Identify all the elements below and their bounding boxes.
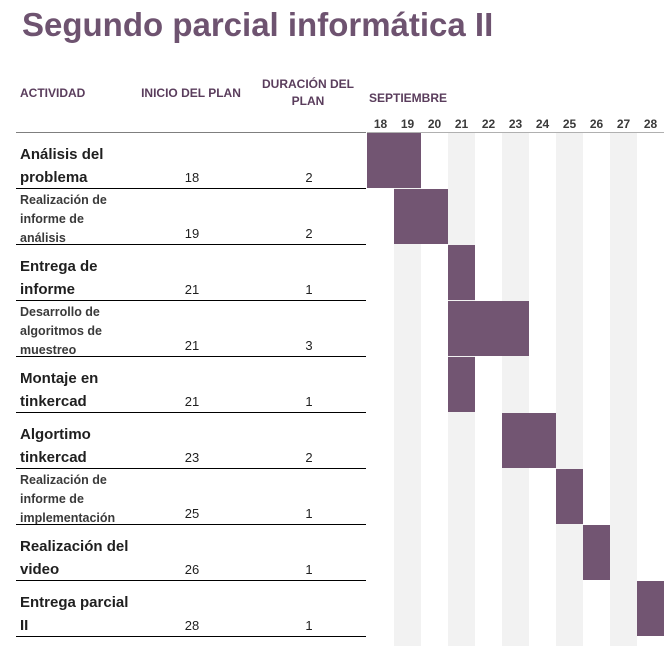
task-start: 21	[184, 394, 200, 409]
task-bar	[394, 189, 448, 244]
day-label-25: 25	[562, 117, 577, 131]
task-bar	[556, 469, 583, 524]
task-start: 23	[184, 450, 200, 465]
day-stripe	[610, 133, 637, 646]
task-name: Realización de informe de análisis	[20, 193, 107, 245]
row-divider	[16, 412, 366, 413]
task-start: 25	[184, 506, 200, 521]
row-divider	[16, 468, 366, 469]
header-divider	[16, 132, 366, 133]
task-bar	[367, 133, 421, 188]
days-divider	[367, 132, 664, 133]
day-stripe	[502, 133, 529, 646]
task-bar	[448, 301, 529, 356]
row-divider	[16, 356, 366, 357]
day-label-22: 22	[481, 117, 496, 131]
day-label-28: 28	[643, 117, 658, 131]
task-duration: 2	[305, 226, 313, 241]
task-start: 28	[184, 618, 200, 633]
day-label-20: 20	[427, 117, 442, 131]
task-name: Realización de informe de implementación	[20, 473, 116, 525]
task-start: 21	[184, 282, 200, 297]
task-name: Análisis del problema	[20, 146, 104, 186]
day-stripe	[556, 133, 583, 646]
task-duration: 3	[305, 338, 313, 353]
page-title: Segundo parcial informática II	[22, 6, 494, 43]
task-name: Algortimo tinkercad	[20, 426, 91, 466]
header-activity: ACTIVIDAD	[20, 86, 86, 100]
task-name: Desarrollo de algoritmos de muestreo	[20, 305, 102, 357]
row-divider	[16, 636, 366, 637]
row-divider	[16, 188, 366, 189]
task-name: Montaje en tinkercad	[20, 370, 99, 410]
day-label-26: 26	[589, 117, 604, 131]
task-duration: 1	[305, 282, 313, 297]
task-bar	[502, 413, 556, 468]
row-divider	[16, 300, 366, 301]
task-bar	[448, 357, 475, 412]
task-name: Entrega de informe	[20, 258, 98, 298]
task-duration: 1	[305, 618, 313, 633]
task-start: 18	[184, 170, 200, 185]
header-duration: DURACIÓN DEL PLAN	[262, 77, 354, 108]
row-divider	[16, 580, 366, 581]
task-duration: 1	[305, 506, 313, 521]
task-start: 21	[184, 338, 200, 353]
header-month: SEPTIEMBRE	[369, 91, 448, 105]
day-label-24: 24	[535, 117, 550, 131]
task-name: Realización del video	[20, 538, 129, 578]
task-bar	[637, 581, 664, 636]
day-label-27: 27	[616, 117, 631, 131]
task-bar	[448, 245, 475, 300]
day-label-21: 21	[454, 117, 469, 131]
row-divider	[16, 244, 366, 245]
day-label-19: 19	[400, 117, 415, 131]
header-start: INICIO DEL PLAN	[141, 86, 241, 100]
task-duration: 1	[305, 394, 313, 409]
task-duration: 2	[305, 170, 313, 185]
day-label-23: 23	[508, 117, 523, 131]
day-label-18: 18	[373, 117, 388, 131]
task-duration: 1	[305, 562, 313, 577]
task-name: Entrega parcial II	[20, 594, 129, 634]
task-start: 19	[184, 226, 200, 241]
task-bar	[583, 525, 610, 580]
task-start: 26	[184, 562, 200, 577]
task-duration: 2	[305, 450, 313, 465]
row-divider	[16, 524, 366, 525]
